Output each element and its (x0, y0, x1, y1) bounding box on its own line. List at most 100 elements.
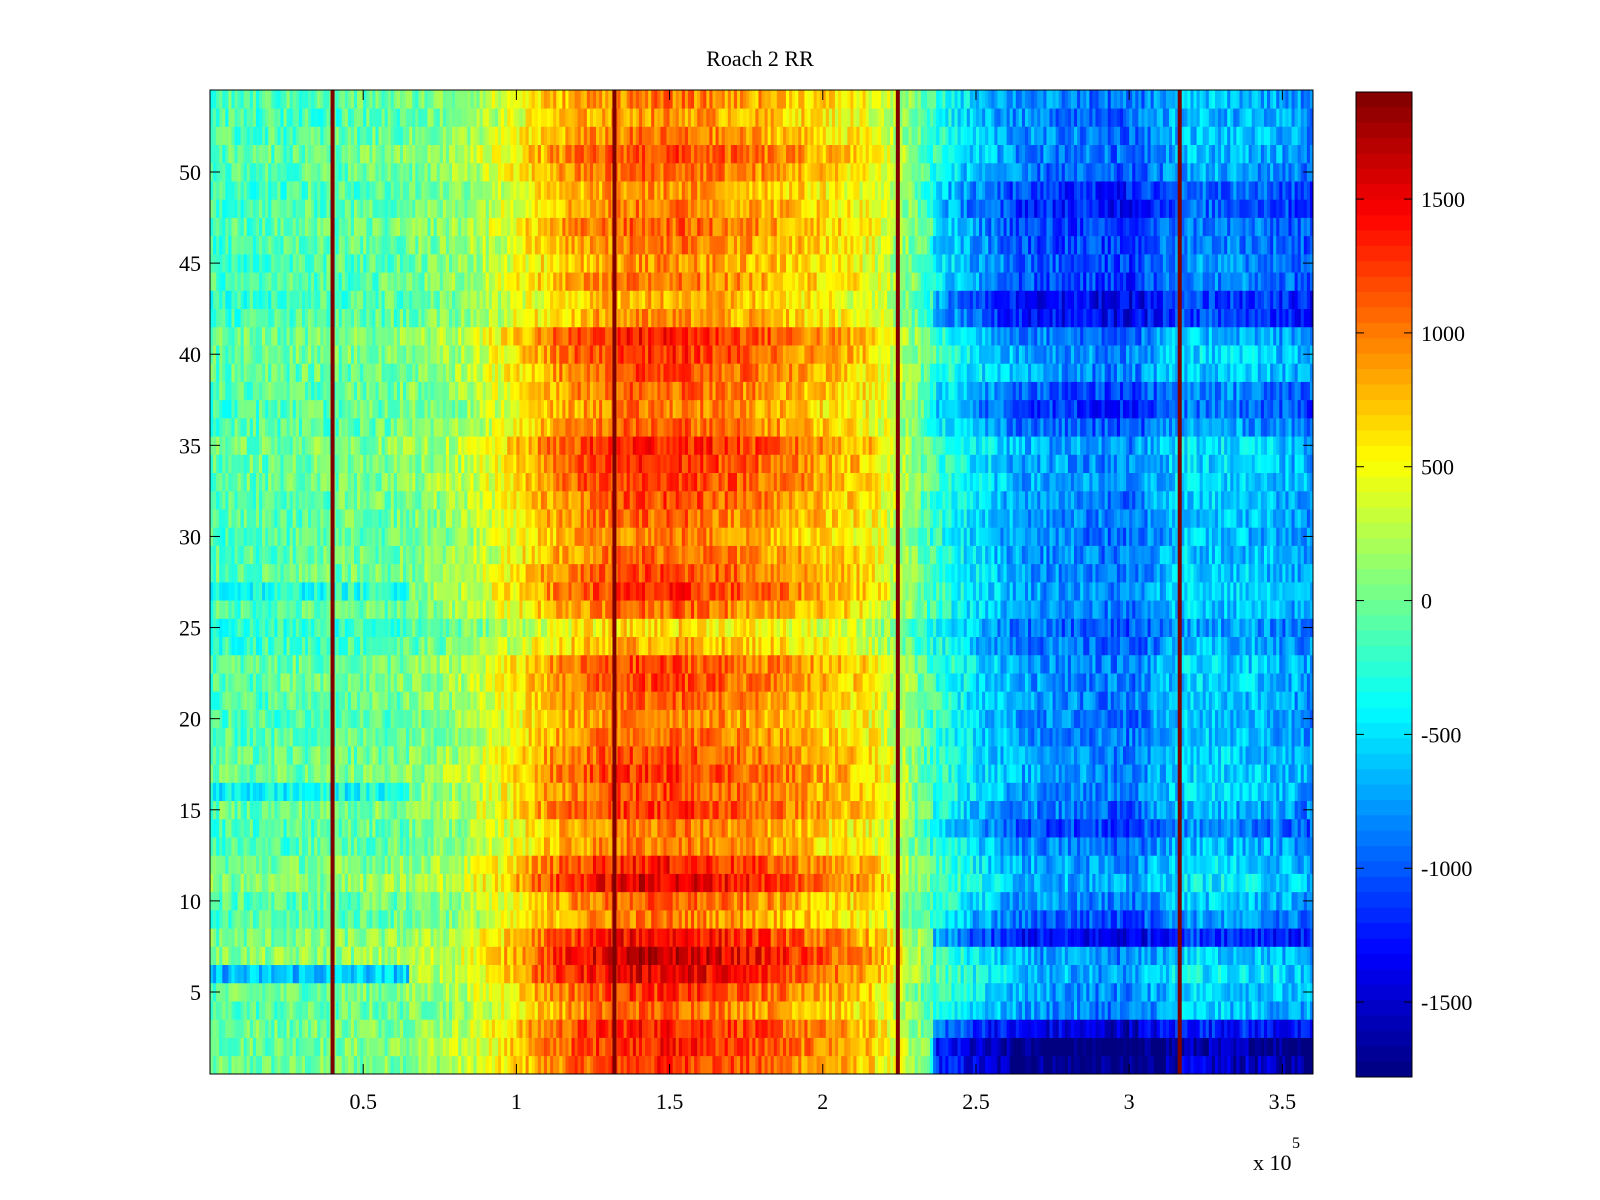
heatmap-cell (1199, 891, 1204, 911)
heatmap-cell (1123, 1001, 1127, 1020)
heatmap-cell (926, 910, 931, 929)
heatmap-cell (350, 873, 355, 893)
heatmap-cell (519, 964, 523, 984)
heatmap-cell (602, 946, 606, 966)
heatmap-cell (528, 1037, 533, 1057)
heatmap-cell (700, 818, 704, 838)
heatmap-cell (920, 982, 925, 1002)
heatmap-cell (1211, 873, 1216, 893)
heatmap-cell (231, 873, 235, 893)
heatmap-cell (476, 982, 480, 1002)
heatmap-cell (323, 1055, 327, 1075)
heatmap-cell (724, 910, 729, 929)
heatmap-cell (1116, 818, 1121, 838)
heatmap-cell (960, 910, 965, 929)
heatmap-cell (421, 1037, 425, 1057)
heatmap-cell (899, 946, 903, 966)
heatmap-cell (464, 910, 468, 929)
heatmap-cell (893, 891, 897, 911)
heatmap-cell (326, 982, 330, 1002)
heatmap-cell (298, 964, 303, 984)
heatmap-cell (1169, 837, 1173, 856)
heatmap-cell (586, 855, 591, 874)
heatmap-cell (363, 1019, 367, 1038)
heatmap-cell (1040, 928, 1044, 947)
heatmap-cell (323, 910, 327, 929)
heatmap-cell (1227, 1055, 1231, 1075)
heatmap-cell (798, 964, 802, 984)
heatmap-cell (1297, 982, 1302, 1002)
heatmap-cell (914, 946, 919, 966)
heatmap-cell (1107, 1019, 1112, 1038)
heatmap-cell (635, 1055, 640, 1075)
heatmap-cell (280, 982, 284, 1002)
heatmap-cell (249, 1055, 254, 1075)
heatmap-cell (770, 964, 775, 984)
heatmap-cell (1263, 1055, 1268, 1075)
heatmap-cell (991, 910, 995, 929)
heatmap-cell (608, 928, 612, 947)
heatmap-cell (519, 873, 523, 893)
heatmap-cell (1303, 946, 1308, 966)
heatmap-cell (856, 855, 860, 874)
heatmap-cell (1064, 928, 1069, 947)
heatmap-cell (1205, 964, 1210, 984)
heatmap-cell (589, 1001, 594, 1020)
heatmap-cell (568, 837, 572, 856)
heatmap-cell (825, 818, 830, 838)
heatmap-cell (1129, 891, 1133, 911)
heatmap-cell (1055, 946, 1060, 966)
heatmap-cell (1104, 1037, 1109, 1057)
heatmap-cell (311, 1037, 315, 1057)
heatmap-cell (387, 1037, 392, 1057)
heatmap-cell (1009, 891, 1014, 911)
heatmap-cell (399, 1001, 404, 1020)
heatmap-cell (1089, 964, 1093, 984)
heatmap-cell (1119, 928, 1124, 947)
heatmap-cell (528, 928, 533, 947)
heatmap-cell (1162, 910, 1167, 929)
heatmap-cell (531, 946, 536, 966)
heatmap-cell (461, 837, 465, 856)
heatmap-cell (1018, 837, 1023, 856)
heatmap-cell (862, 891, 867, 911)
heatmap-cell (513, 1019, 517, 1038)
heatmap-cell (660, 891, 664, 911)
heatmap-cell (510, 964, 514, 984)
heatmap-cell (1159, 818, 1164, 838)
heatmap-cell (252, 855, 257, 874)
heatmap-cell (1141, 946, 1145, 966)
heatmap-cell (645, 1019, 649, 1038)
heatmap-cell (1129, 910, 1133, 929)
heatmap-cell (455, 1037, 459, 1057)
heatmap-cell (648, 855, 652, 874)
heatmap-cell (877, 910, 882, 929)
heatmap-cell (786, 964, 790, 984)
heatmap-cell (972, 1037, 977, 1057)
heatmap-cell (1309, 910, 1314, 929)
heatmap-cell (764, 818, 768, 838)
heatmap-cell (960, 1019, 965, 1038)
heatmap-cell (393, 928, 398, 947)
heatmap-cell (810, 818, 814, 838)
heatmap-cell (1028, 1055, 1032, 1075)
heatmap-cell (1214, 891, 1219, 911)
heatmap-cell (1132, 1037, 1136, 1057)
heatmap-cell (743, 1037, 747, 1057)
heatmap-cell (501, 1001, 505, 1020)
heatmap-cell (605, 855, 609, 874)
heatmap-cell (513, 1055, 517, 1075)
heatmap-cell (409, 910, 413, 929)
heatmap-cell (1172, 1037, 1176, 1057)
heatmap-cell (439, 855, 444, 874)
heatmap-cell (243, 891, 248, 911)
heatmap-cell (890, 1019, 894, 1038)
heatmap-cell (743, 818, 747, 838)
heatmap-cell (543, 1019, 548, 1038)
heatmap-cell (568, 982, 572, 1002)
heatmap-cell (1193, 928, 1197, 947)
heatmap-cell (228, 1001, 232, 1020)
heatmap-cell (292, 1037, 297, 1057)
heatmap-cell (1270, 873, 1274, 893)
heatmap-cell (963, 910, 968, 929)
